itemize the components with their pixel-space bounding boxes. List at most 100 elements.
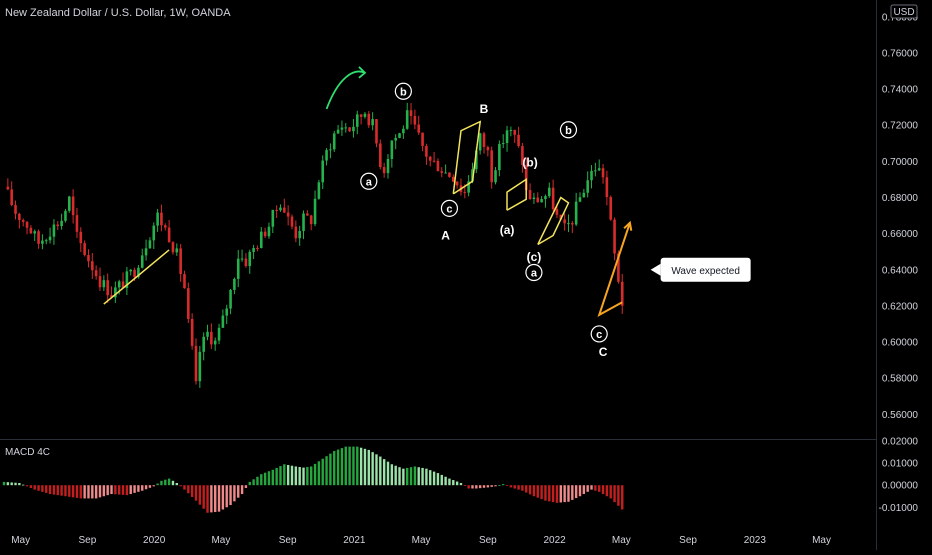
- trend-line[interactable]: [537, 196, 570, 246]
- candle: [567, 214, 570, 233]
- candle: [236, 249, 240, 288]
- candle: [6, 178, 10, 191]
- candle: [41, 234, 44, 250]
- candle: [52, 219, 56, 245]
- candle: [286, 205, 290, 226]
- wave-label[interactable]: C: [599, 345, 608, 359]
- macd-tick-label: 0.01000: [882, 459, 919, 470]
- trend-line[interactable]: [452, 120, 482, 195]
- candle: [609, 195, 613, 221]
- wave-label-circled[interactable]: b: [559, 121, 578, 139]
- candle: [402, 125, 405, 139]
- wave-label[interactable]: (a): [500, 223, 515, 237]
- candle: [152, 222, 156, 250]
- price-axis[interactable]: 0.780000.760000.740000.720000.700000.680…: [882, 12, 919, 420]
- currency-badge-text: USD: [893, 7, 914, 18]
- svg-text:a: a: [531, 267, 538, 279]
- price-axis-panel[interactable]: [876, 0, 932, 550]
- macd-bar: [144, 485, 148, 490]
- macd-bar: [94, 485, 98, 499]
- candle: [275, 205, 278, 218]
- macd-axis[interactable]: 0.02000 0.01000 0.00000 -0.01000: [879, 437, 919, 514]
- candle: [306, 210, 309, 216]
- macd-bar: [6, 482, 10, 486]
- macd-bar: [398, 467, 401, 486]
- macd-bar: [601, 485, 605, 495]
- macd-bar: [598, 485, 601, 492]
- candle: [171, 241, 175, 255]
- macd-bar: [413, 466, 417, 486]
- time-axis[interactable]: May Sep 2020 May Sep 2021 May Sep 2022 May Sep 2023…: [11, 535, 831, 546]
- macd-bar: [348, 446, 351, 486]
- candle: [98, 267, 102, 291]
- candle: [513, 129, 517, 144]
- candle: [75, 207, 79, 239]
- wave-label-circled[interactable]: b: [394, 82, 412, 100]
- candle: [309, 214, 313, 231]
- candle: [620, 273, 624, 314]
- candle: [114, 281, 117, 303]
- time-tick-label: 2021: [343, 535, 366, 546]
- green-arrow[interactable]: [325, 66, 367, 110]
- projection-arrow[interactable]: [597, 220, 633, 318]
- macd-bar: [471, 485, 474, 489]
- wave-label[interactable]: A: [441, 228, 450, 242]
- candle: [71, 189, 75, 224]
- wave-label[interactable]: (b): [522, 155, 537, 169]
- macd-bar: [294, 466, 298, 486]
- macd-bar: [10, 482, 13, 486]
- macd-bar: [394, 465, 397, 486]
- macd-bar: [582, 485, 586, 495]
- svg-text:A: A: [441, 228, 450, 242]
- time-tick-label: Sep: [279, 535, 297, 546]
- trend-line[interactable]: [103, 249, 170, 305]
- macd-bar: [617, 485, 620, 506]
- macd-bar: [340, 448, 344, 486]
- macd-bar: [75, 485, 79, 498]
- wave-label-circled[interactable]: a: [360, 172, 378, 190]
- candle: [340, 120, 344, 136]
- candle: [244, 253, 248, 268]
- candle: [582, 188, 586, 198]
- macd-bar: [194, 485, 198, 501]
- wave-label-circled[interactable]: c: [590, 325, 608, 343]
- wave-label-circled[interactable]: a: [525, 263, 543, 282]
- candle: [367, 111, 371, 128]
- candle: [455, 181, 459, 189]
- candle: [167, 220, 171, 243]
- macd-bar: [490, 485, 493, 487]
- candle: [213, 337, 217, 351]
- candle: [547, 182, 551, 198]
- macd-bar: [356, 446, 359, 486]
- macd-bar: [237, 485, 240, 498]
- candle: [432, 152, 436, 163]
- candle: [478, 132, 482, 155]
- macd-indicator-label[interactable]: MACD 4C: [5, 447, 50, 458]
- macd-bar: [486, 485, 490, 488]
- macd-bar: [505, 485, 509, 487]
- macd-bar: [551, 485, 555, 503]
- macd-bar: [532, 485, 536, 497]
- macd-bar: [609, 485, 612, 499]
- candle: [436, 158, 440, 172]
- trend-line[interactable]: [506, 178, 527, 211]
- wave-label[interactable]: B: [480, 102, 489, 116]
- candle: [259, 227, 263, 249]
- wave-label-circled[interactable]: c: [440, 199, 459, 217]
- macd-bar: [563, 485, 566, 503]
- macd-bar: [321, 458, 324, 486]
- svg-text:c: c: [446, 203, 452, 215]
- wave-label[interactable]: (c): [527, 250, 542, 264]
- candle: [240, 249, 244, 262]
- macd-bar: [298, 467, 301, 486]
- candle: [597, 159, 601, 172]
- candle: [217, 323, 221, 345]
- macd-bar: [183, 485, 186, 490]
- candle: [551, 179, 555, 211]
- currency-badge[interactable]: USD: [890, 4, 918, 19]
- candle: [363, 111, 367, 119]
- wave-expected-callout[interactable]: Wave expected: [650, 257, 751, 282]
- candle: [578, 192, 582, 203]
